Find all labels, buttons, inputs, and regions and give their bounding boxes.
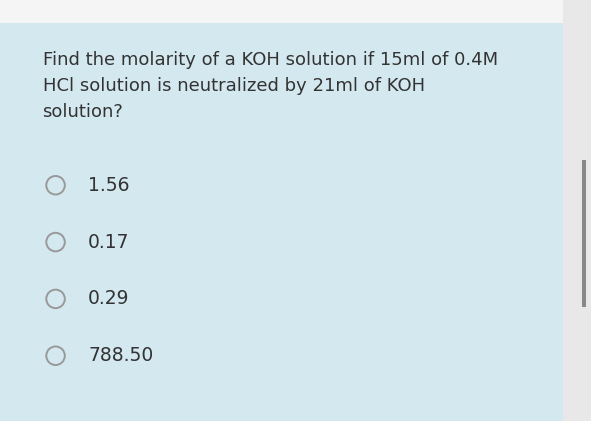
Text: 788.50: 788.50 [88,346,153,365]
Text: 0.29: 0.29 [88,289,129,309]
Bar [0,0,591,23]
Text: 0.17: 0.17 [88,232,129,252]
Text: 1.56: 1.56 [88,176,129,195]
Ellipse shape [46,176,65,195]
Ellipse shape [46,346,65,365]
Ellipse shape [46,290,65,308]
Ellipse shape [46,233,65,251]
Bar [582,160,586,307]
Bar [563,0,591,421]
Text: Find the molarity of a KOH solution if 15ml of 0.4M
HCl solution is neutralized : Find the molarity of a KOH solution if 1… [43,51,498,121]
